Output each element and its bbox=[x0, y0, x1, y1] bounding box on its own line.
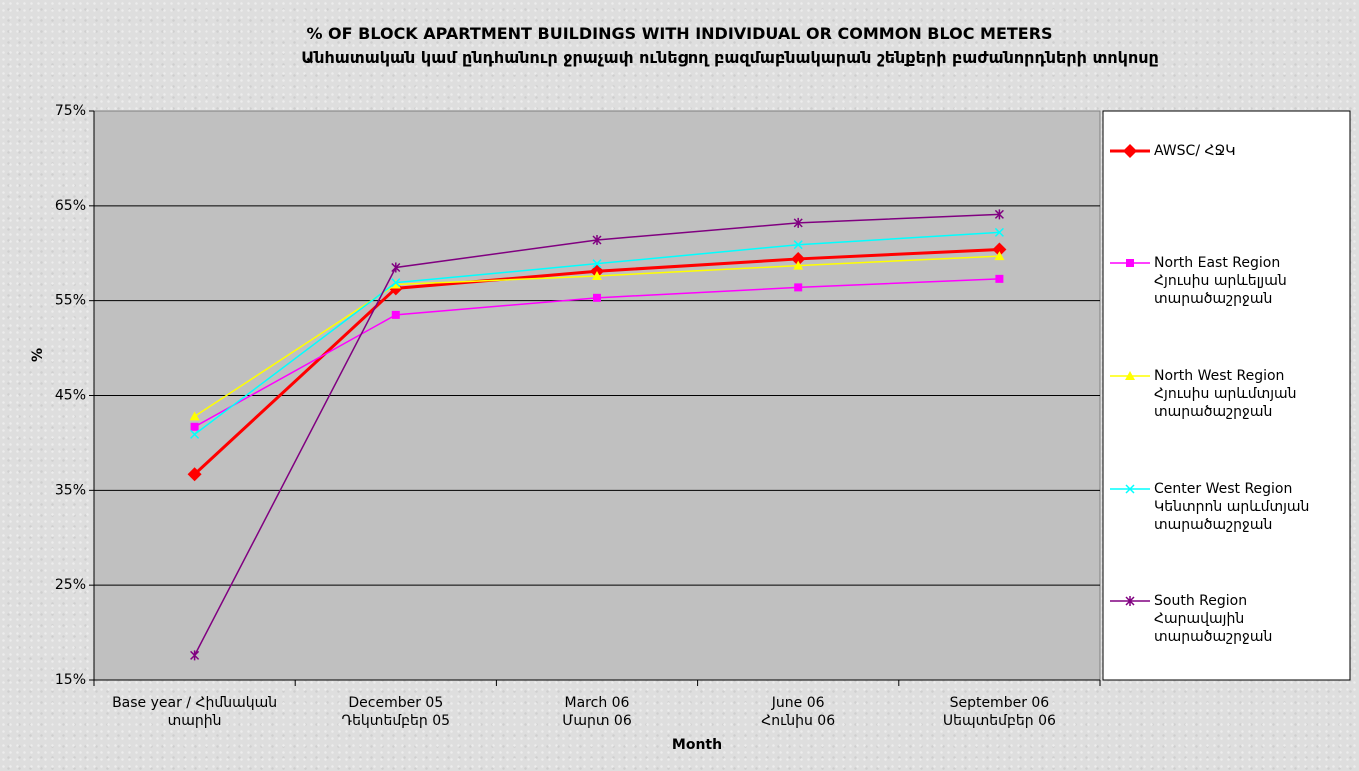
marker bbox=[994, 209, 1004, 220]
marker bbox=[391, 310, 400, 319]
legend-label: North East Region Հյուսիս արևելյան տարած… bbox=[1154, 255, 1287, 307]
marker bbox=[190, 422, 199, 431]
marker bbox=[791, 251, 806, 266]
legend-label: North West Region Հյուսիս արևմտյան տարած… bbox=[1154, 368, 1297, 420]
y-tick-label: 55% bbox=[55, 293, 86, 309]
marker bbox=[992, 242, 1007, 257]
marker bbox=[1123, 144, 1137, 158]
marker bbox=[593, 293, 601, 302]
y-tick-label: 15% bbox=[55, 672, 86, 688]
marker bbox=[794, 283, 803, 292]
y-tick-label: 45% bbox=[55, 388, 86, 404]
legend-box bbox=[1102, 110, 1351, 681]
marker bbox=[793, 217, 803, 228]
x-tick-label: December 05 Դեկտեմբեր 05 bbox=[341, 695, 451, 729]
marker bbox=[793, 240, 803, 250]
legend-label: South Region Հարավային տարածաշրջան bbox=[1154, 593, 1273, 645]
marker bbox=[391, 278, 401, 288]
marker bbox=[390, 279, 401, 289]
marker bbox=[592, 259, 602, 269]
y-tick-label: 35% bbox=[55, 482, 86, 498]
y-tick-label: 65% bbox=[55, 198, 86, 214]
y-axis-label: % bbox=[30, 348, 46, 362]
marker bbox=[994, 251, 1005, 261]
marker bbox=[190, 429, 200, 439]
marker bbox=[995, 274, 1004, 283]
x-tick-label: Base year / Հիմնական տարին bbox=[112, 695, 278, 729]
marker bbox=[1125, 484, 1135, 494]
marker bbox=[1126, 259, 1134, 267]
y-tick-label: 25% bbox=[55, 577, 86, 593]
chart-subtitle: Անհատական կամ ընդհանուր ջրաչափ ունեցող բ… bbox=[301, 48, 1159, 67]
marker bbox=[391, 262, 401, 273]
marker bbox=[1125, 596, 1135, 606]
x-tick-label: September 06 Սեպտեմբեր 06 bbox=[942, 695, 1056, 729]
legend-label: Center West Region Կենտրոն արևմտյան տարա… bbox=[1154, 481, 1310, 533]
marker bbox=[189, 411, 200, 421]
marker bbox=[190, 650, 200, 661]
legend-label: AWSC/ ՀՋԿ bbox=[1154, 143, 1236, 159]
marker bbox=[592, 271, 602, 281]
x-tick-label: June 06 Հունիս 06 bbox=[761, 695, 836, 729]
y-tick-label: 75% bbox=[55, 103, 86, 119]
x-axis-label: Month bbox=[672, 737, 722, 753]
chart-title: % OF BLOCK APARTMENT BUILDINGS WITH INDI… bbox=[306, 24, 1053, 43]
marker bbox=[592, 234, 602, 245]
marker bbox=[187, 467, 202, 482]
x-tick-label: March 06 Մարտ 06 bbox=[562, 695, 632, 729]
marker bbox=[793, 260, 804, 270]
marker bbox=[1125, 371, 1135, 380]
marker bbox=[994, 227, 1004, 237]
